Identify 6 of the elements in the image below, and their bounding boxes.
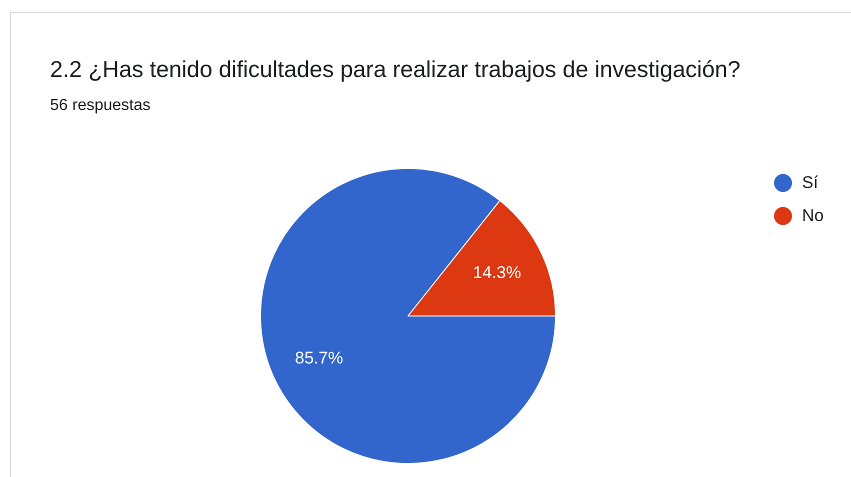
data-label: 85.7% <box>294 348 344 368</box>
data-label: 14.3% <box>472 262 522 282</box>
chart-title: 2.2 ¿Has tenido dificultades para realizar trabajos de investigación? <box>50 56 740 83</box>
legend-label: Sí <box>802 172 818 192</box>
legend-label: No <box>802 206 824 226</box>
text: 56 respuestas <box>50 97 151 115</box>
